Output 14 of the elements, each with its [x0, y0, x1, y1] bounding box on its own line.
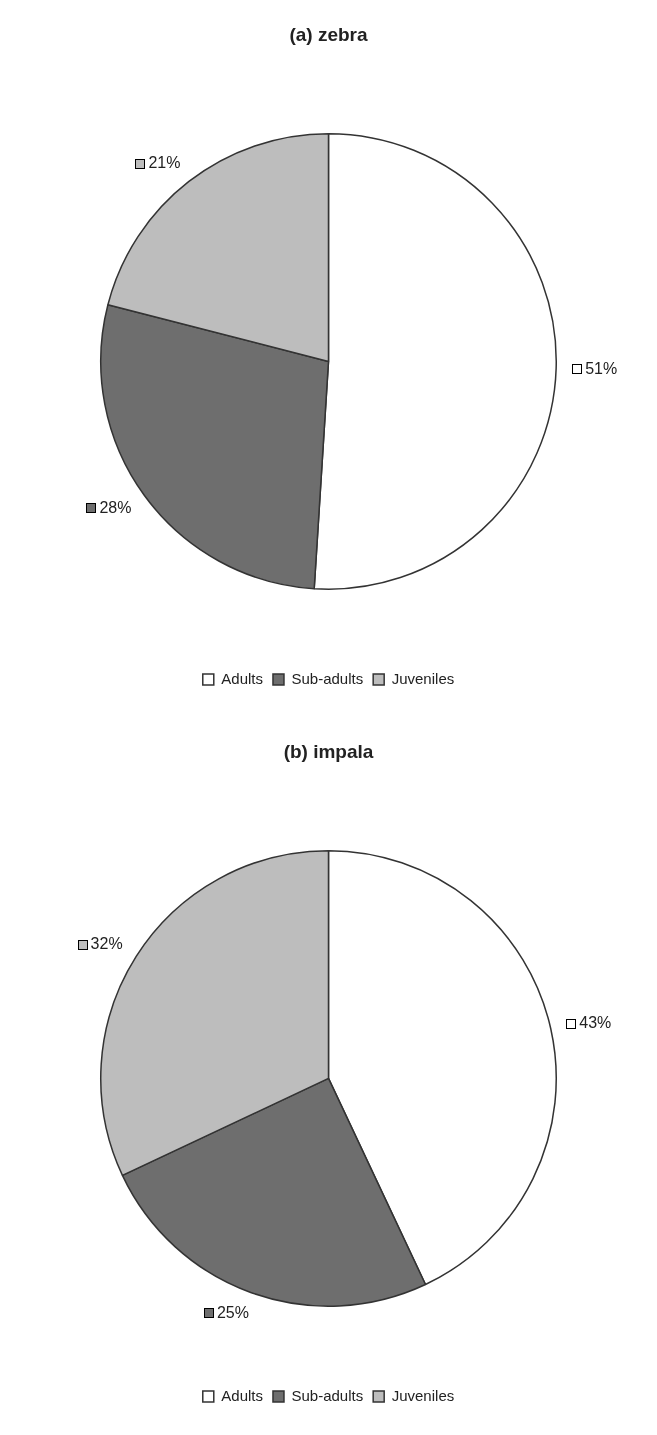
legend-label: Adults: [221, 669, 263, 687]
legend-label: Sub-adults: [291, 669, 364, 687]
data-label: 43%: [579, 1014, 612, 1032]
data-label: 21%: [148, 154, 181, 172]
chart-title: (b) impala: [283, 740, 374, 762]
legend-label: Sub-adults: [291, 1386, 364, 1404]
data-label: 32%: [90, 934, 123, 952]
legend-label: Adults: [221, 1386, 263, 1404]
legend-label: Juveniles: [391, 669, 455, 687]
data-label: 25%: [216, 1303, 249, 1321]
legend-label: Juveniles: [391, 1386, 455, 1404]
data-label: 28%: [99, 498, 132, 516]
data-label: 51%: [585, 359, 618, 377]
chart-title: (a) zebra: [289, 23, 368, 45]
